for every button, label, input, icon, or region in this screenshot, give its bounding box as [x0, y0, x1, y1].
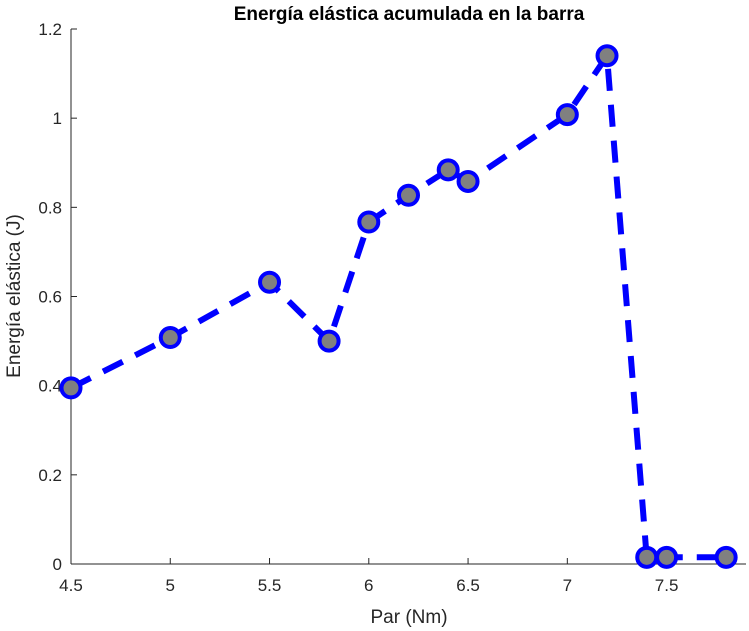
- x-tick-label: 7: [563, 576, 572, 595]
- x-axis-label: Par (Nm): [370, 607, 447, 628]
- data-point: [397, 183, 420, 207]
- y-tick-label: 0.2: [38, 466, 62, 485]
- x-tick-label: 7.5: [655, 576, 679, 595]
- data-point: [436, 158, 460, 182]
- y-tick-label: 1: [53, 109, 62, 128]
- data-point: [714, 545, 738, 569]
- y-tick-label: 0.4: [38, 377, 62, 396]
- y-axis-label: Energía elástica (J): [4, 214, 25, 378]
- data-point: [59, 376, 83, 400]
- x-tick-label: 5.5: [258, 576, 282, 595]
- series-energia: [59, 44, 738, 569]
- x-tick-label: 6.5: [456, 576, 480, 595]
- data-point: [635, 545, 659, 569]
- x-tick-label: 6: [364, 576, 373, 595]
- data-point: [357, 210, 381, 234]
- x-tick-label: 5: [166, 576, 175, 595]
- y-ticks: 0 0.2 0.4 0.6 0.8 1 1.2: [38, 20, 77, 574]
- data-point: [317, 329, 341, 353]
- data-point: [456, 169, 480, 193]
- plot-background: [71, 29, 746, 564]
- x-ticks: 4.5 5 5.5 6 6.5 7 7.5: [59, 558, 678, 595]
- y-tick-label: 0: [53, 555, 62, 574]
- data-point: [158, 326, 182, 350]
- x-tick-label: 4.5: [59, 576, 83, 595]
- plot-area: 4.5 5 5.5 6 6.5 7 7.5 0 0.2 0.4 0.6 0.8 1 1.2: [38, 20, 746, 595]
- y-tick-label: 0.6: [38, 288, 62, 307]
- y-tick-label: 1.2: [38, 20, 62, 39]
- data-point: [258, 270, 282, 294]
- y-tick-label: 0.8: [38, 198, 62, 217]
- data-point: [655, 545, 679, 569]
- data-point: [555, 103, 579, 127]
- chart-title: Energía elástica acumulada en la barra: [234, 4, 585, 25]
- data-point: [595, 44, 619, 68]
